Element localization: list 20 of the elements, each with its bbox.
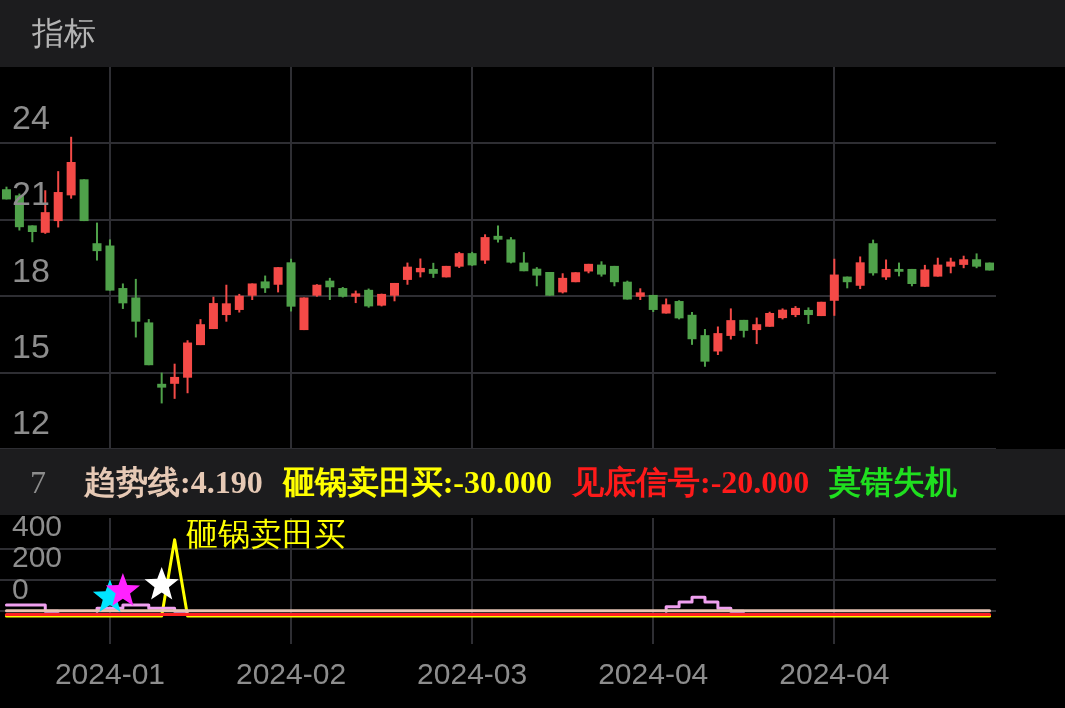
x-tick-label: 2024-03 <box>417 657 528 691</box>
y-tick-label: 0 <box>12 571 29 605</box>
text: 莫错失机 <box>829 464 958 500</box>
y-tick-label: 200 <box>12 540 63 574</box>
y-tick-label: 400 <box>12 509 63 543</box>
chart-title: 指标 <box>0 0 1065 67</box>
annotation: 砸锅卖田买 <box>186 515 346 554</box>
x-tick-label: 2024-01 <box>54 657 165 691</box>
text: 砸锅卖田买:-30.000 <box>282 464 552 500</box>
y-tick-label: 12 <box>12 403 50 442</box>
text: 趋势线:4.190 <box>84 464 263 500</box>
y-tick-label: 15 <box>12 326 50 365</box>
x-tick-label: 2024-02 <box>235 657 347 691</box>
y-tick-label: 18 <box>12 250 50 289</box>
text: 见底信号:-20.000 <box>571 464 810 500</box>
x-tick-label: 2024-04 <box>598 657 709 691</box>
y-tick-label: 21 <box>12 174 50 213</box>
y-tick-label: 24 <box>12 97 50 136</box>
x-tick-label: 2024-04 <box>779 657 890 691</box>
text: 7 <box>30 464 46 500</box>
